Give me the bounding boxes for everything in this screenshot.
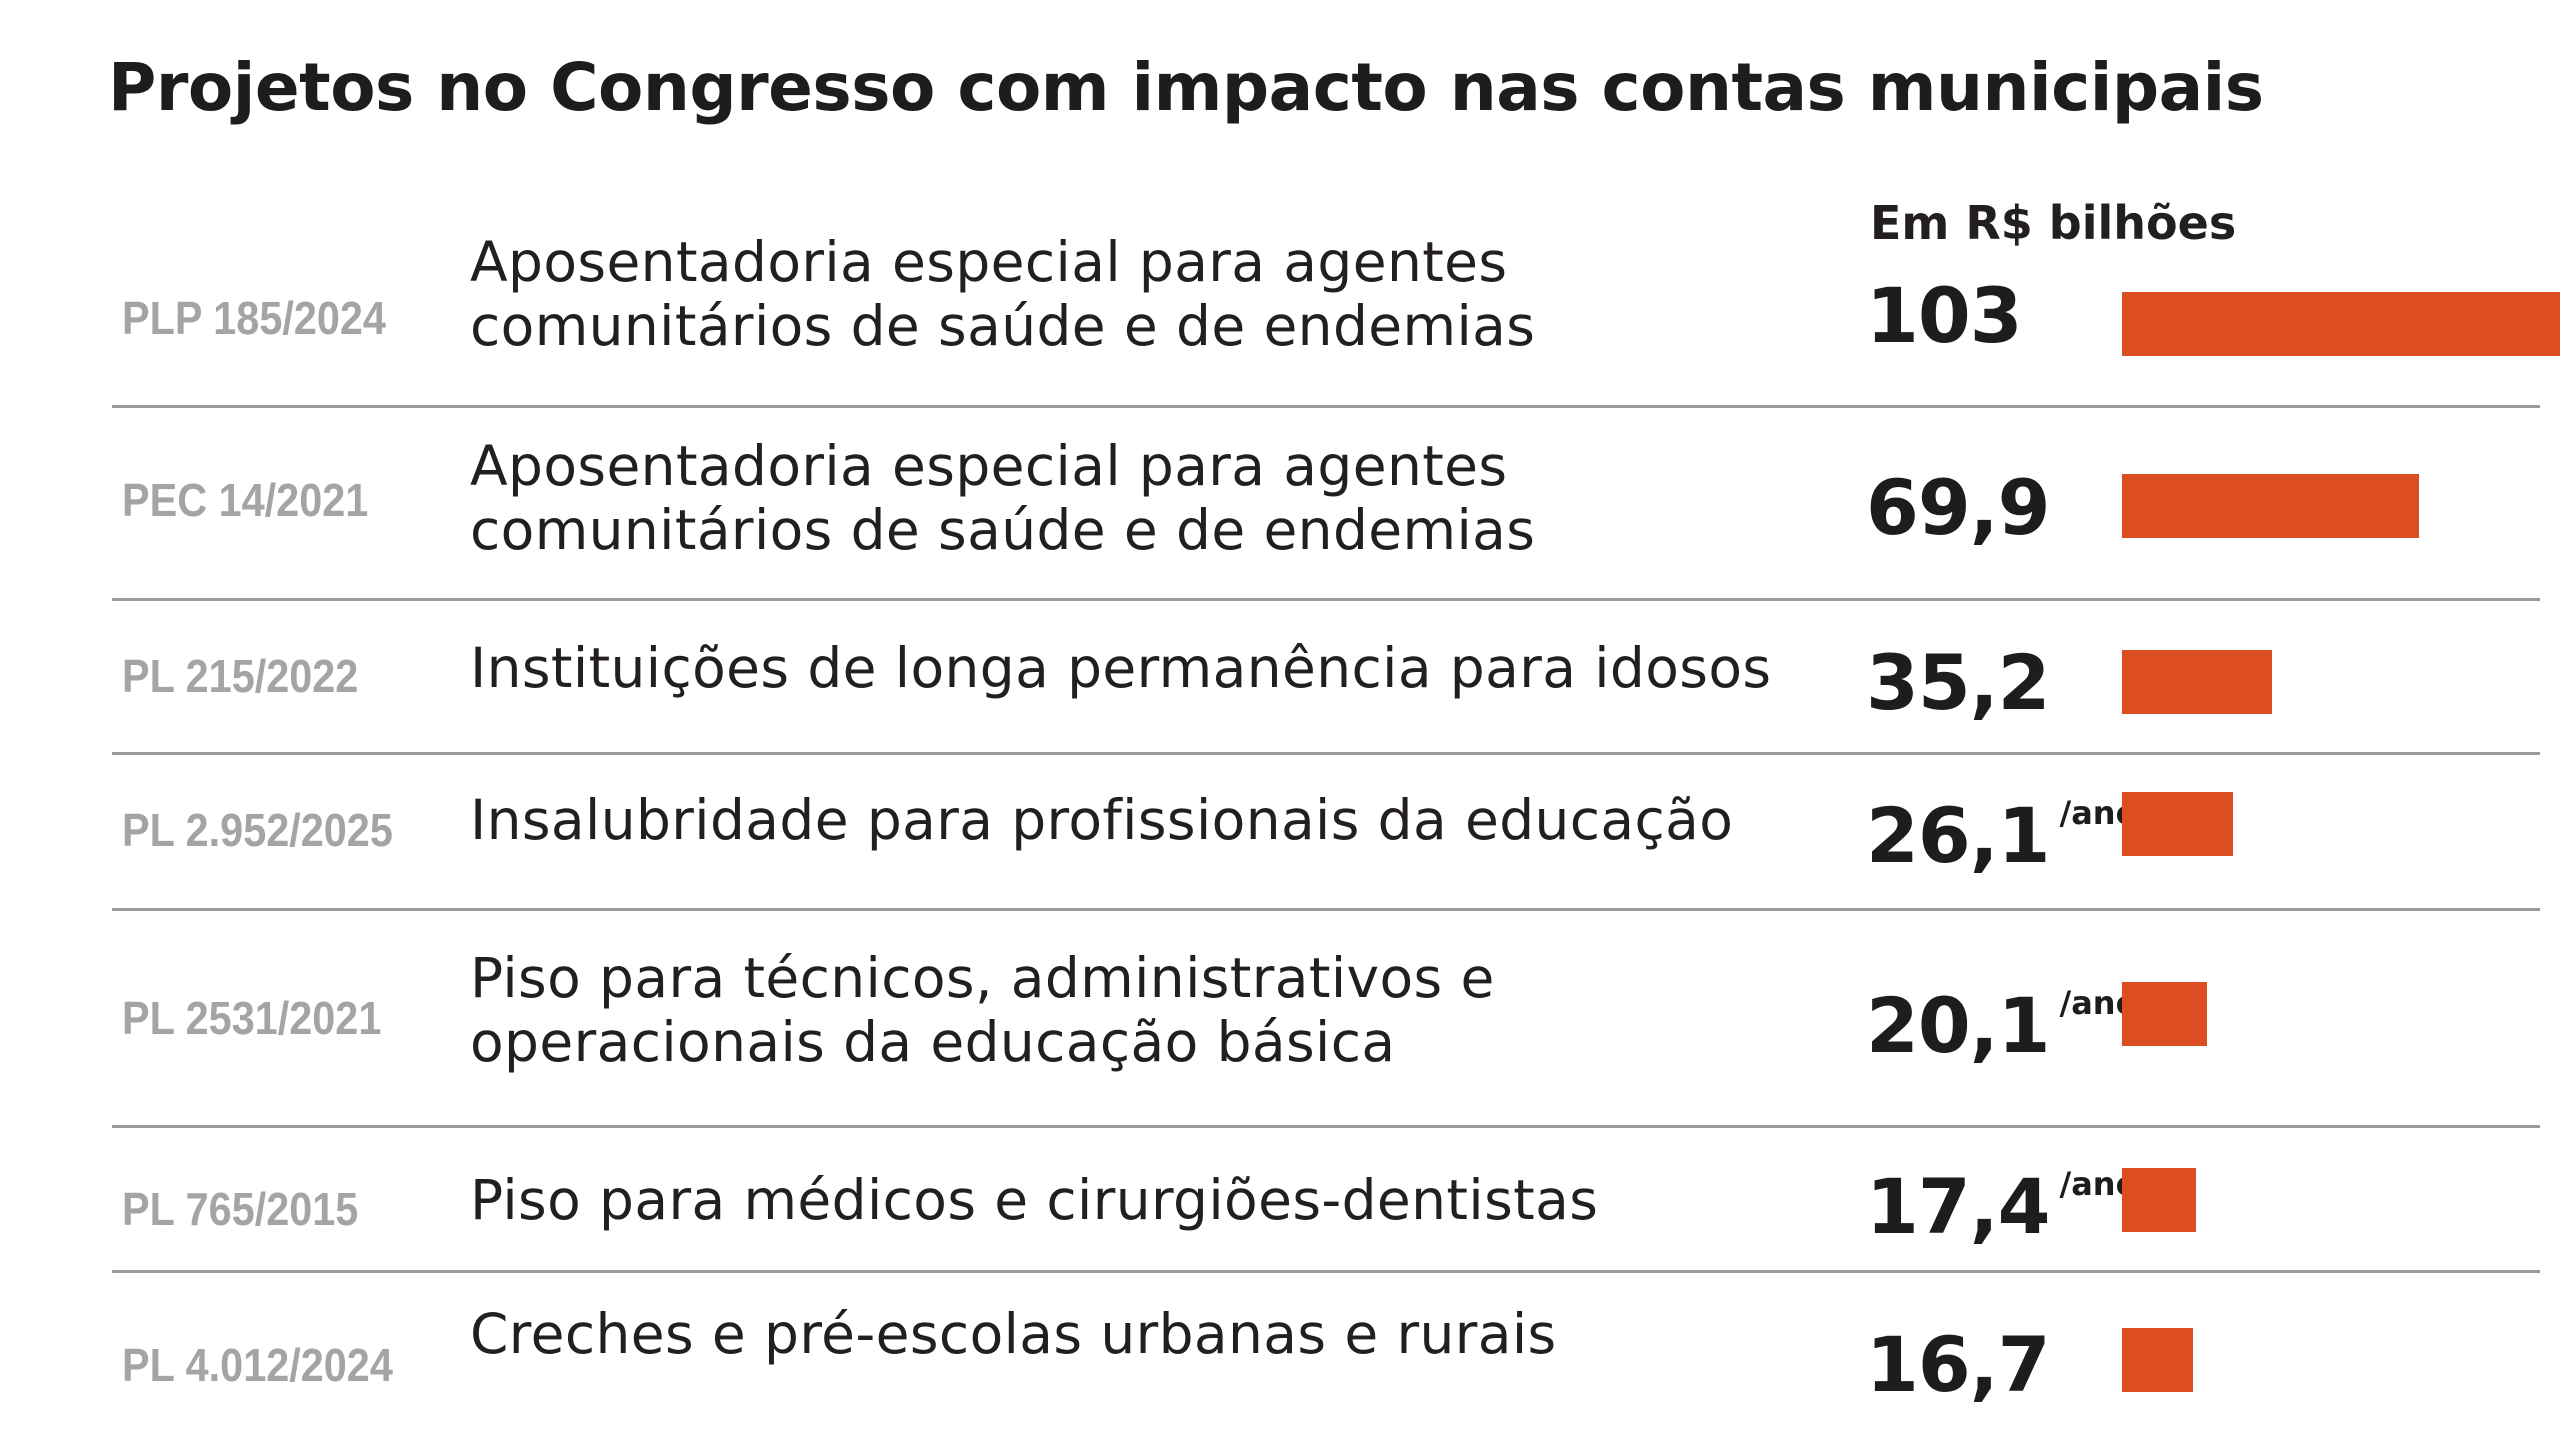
description-line: comunitários de saúde e de endemias: [470, 294, 1536, 358]
description-line: Piso para médicos e cirurgiões-dentistas: [470, 1168, 1599, 1232]
project-code: PL 2531/2021: [122, 992, 382, 1044]
bar: [2122, 1328, 2193, 1392]
data-label: 69,9: [1866, 470, 2051, 546]
project-code: PL 215/2022: [122, 650, 359, 702]
project-description: Piso para técnicos, administrativos e ope…: [470, 946, 1495, 1074]
project-description: Creches e pré-escolas urbanas e rurais: [470, 1302, 1557, 1366]
project-description: Insalubridade para profissionais da educ…: [470, 788, 1733, 852]
row-divider: [112, 908, 2540, 911]
data-label: 20,1/ano: [1866, 987, 2138, 1064]
data-label: 17,4/ano: [1866, 1168, 2138, 1245]
project-description: Piso para médicos e cirurgiões-dentistas: [470, 1168, 1598, 1232]
bar: [2122, 1168, 2196, 1232]
chart-title: Projetos no Congresso com impacto nas co…: [108, 49, 2264, 126]
value-number: 20,1: [1866, 981, 2051, 1070]
project-code: PEC 14/2021: [122, 474, 369, 526]
description-line: Insalubridade para profissionais da educ…: [470, 788, 1734, 852]
row-divider: [112, 598, 2540, 601]
data-label: 16,7: [1866, 1327, 2051, 1403]
description-line: Piso para técnicos, administrativos e: [470, 946, 1495, 1010]
description-line: Instituições de longa permanência para i…: [470, 636, 1772, 700]
data-label: 103: [1866, 278, 2023, 354]
data-label: 35,2: [1866, 645, 2051, 721]
project-code: PL 2.952/2025: [122, 804, 393, 856]
value-number: 26,1: [1866, 791, 2051, 880]
bar: [2122, 474, 2419, 538]
row-divider: [112, 405, 2540, 408]
project-code: PL 765/2015: [122, 1183, 359, 1235]
row-divider: [112, 752, 2540, 755]
bar: [2122, 792, 2233, 856]
value-number: 17,4: [1866, 1162, 2051, 1251]
bar: [2122, 292, 2560, 356]
unit-label: Em R$ bilhões: [1870, 196, 2237, 250]
project-code: PLP 185/2024: [122, 292, 386, 344]
description-line: Aposentadoria especial para agentes: [470, 434, 1508, 498]
bar: [2122, 982, 2207, 1046]
row-divider: [112, 1125, 2540, 1128]
value-number: 16,7: [1866, 1320, 2051, 1409]
project-description: Aposentadoria especial para agentes comun…: [470, 434, 1535, 562]
description-line: Creches e pré-escolas urbanas e rurais: [470, 1302, 1557, 1366]
value-number: 35,2: [1866, 638, 2051, 727]
value-number: 103: [1866, 271, 2023, 360]
project-description: Aposentadoria especial para agentes comun…: [470, 230, 1535, 358]
data-label: 26,1/ano: [1866, 797, 2138, 874]
row-divider: [112, 1270, 2540, 1273]
description-line: comunitários de saúde e de endemias: [470, 498, 1536, 562]
value-number: 69,9: [1866, 463, 2051, 552]
bar: [2122, 650, 2272, 714]
project-code: PL 4.012/2024: [122, 1339, 393, 1391]
description-line: Aposentadoria especial para agentes: [470, 230, 1508, 294]
description-line: operacionais da educação básica: [470, 1010, 1396, 1074]
project-description: Instituições de longa permanência para i…: [470, 636, 1771, 700]
